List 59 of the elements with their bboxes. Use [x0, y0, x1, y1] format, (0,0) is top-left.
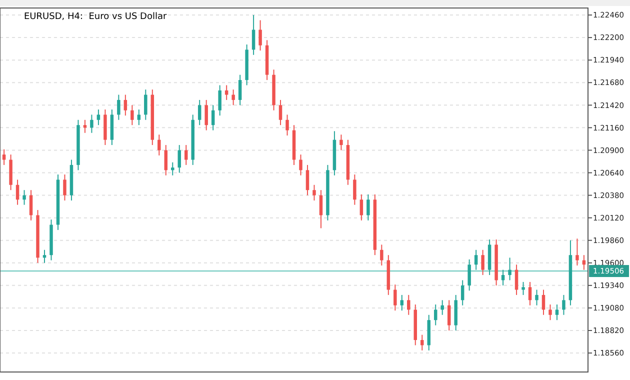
- candlestick: [224, 84, 228, 100]
- candlestick: [460, 280, 464, 306]
- candlestick: [29, 190, 33, 221]
- candlestick: [211, 104, 215, 131]
- candlestick: [353, 174, 356, 206]
- chart-title: EURUSD, H4: Euro vs US Dollar: [24, 12, 167, 22]
- candlestick: [548, 304, 552, 321]
- candlestick: [96, 108, 100, 126]
- candlestick: [407, 294, 410, 316]
- candlestick: [278, 99, 282, 126]
- candlestick: [474, 249, 478, 270]
- candlestick: [522, 281, 525, 296]
- candlestick: [22, 190, 26, 206]
- candlestick: [130, 104, 134, 126]
- candlestick: [394, 284, 397, 312]
- candlestick: [258, 20, 262, 52]
- candlestick: [232, 89, 235, 106]
- candlestick: [366, 194, 370, 221]
- candlestick: [400, 294, 404, 312]
- candlestick: [576, 238, 579, 266]
- candlestick: [238, 74, 242, 106]
- candlestick: [514, 264, 518, 296]
- candlestick: [90, 114, 94, 134]
- candlestick: [164, 144, 168, 176]
- candlestick: [286, 114, 289, 136]
- candlestick: [184, 144, 188, 166]
- candlestick: [528, 281, 532, 306]
- candlestick: [252, 14, 256, 56]
- candlestick: [468, 258, 471, 292]
- candlestick: [440, 300, 444, 316]
- candlestick: [420, 334, 424, 351]
- candlestick: [198, 99, 202, 126]
- candlestick: [306, 164, 310, 196]
- candlestick: [508, 257, 512, 281]
- candlestick: [63, 174, 66, 201]
- candlestick: [204, 99, 208, 131]
- candlestick: [144, 89, 148, 120]
- candlestick: [501, 269, 505, 286]
- candlestick: [340, 134, 343, 151]
- candlestick: [218, 84, 222, 116]
- candlestick: [319, 190, 323, 229]
- candlestick: [562, 294, 566, 316]
- candlestick: [137, 108, 141, 126]
- candlestick: [2, 148, 6, 166]
- candlestick: [481, 249, 484, 276]
- candlestick: [158, 134, 161, 156]
- candlestick: [124, 94, 128, 116]
- candlestick: [16, 179, 20, 206]
- candlestick: [447, 300, 451, 331]
- candlestick: [178, 144, 181, 174]
- candlestick: [312, 184, 316, 201]
- candlestick: [542, 289, 546, 316]
- candlestick: [555, 304, 559, 321]
- candlestick: [299, 154, 302, 176]
- candlestick: [360, 194, 364, 221]
- candlestick: [434, 304, 438, 326]
- candlestick: [535, 289, 538, 306]
- candlestick: [380, 244, 384, 266]
- candlestick: [117, 94, 120, 120]
